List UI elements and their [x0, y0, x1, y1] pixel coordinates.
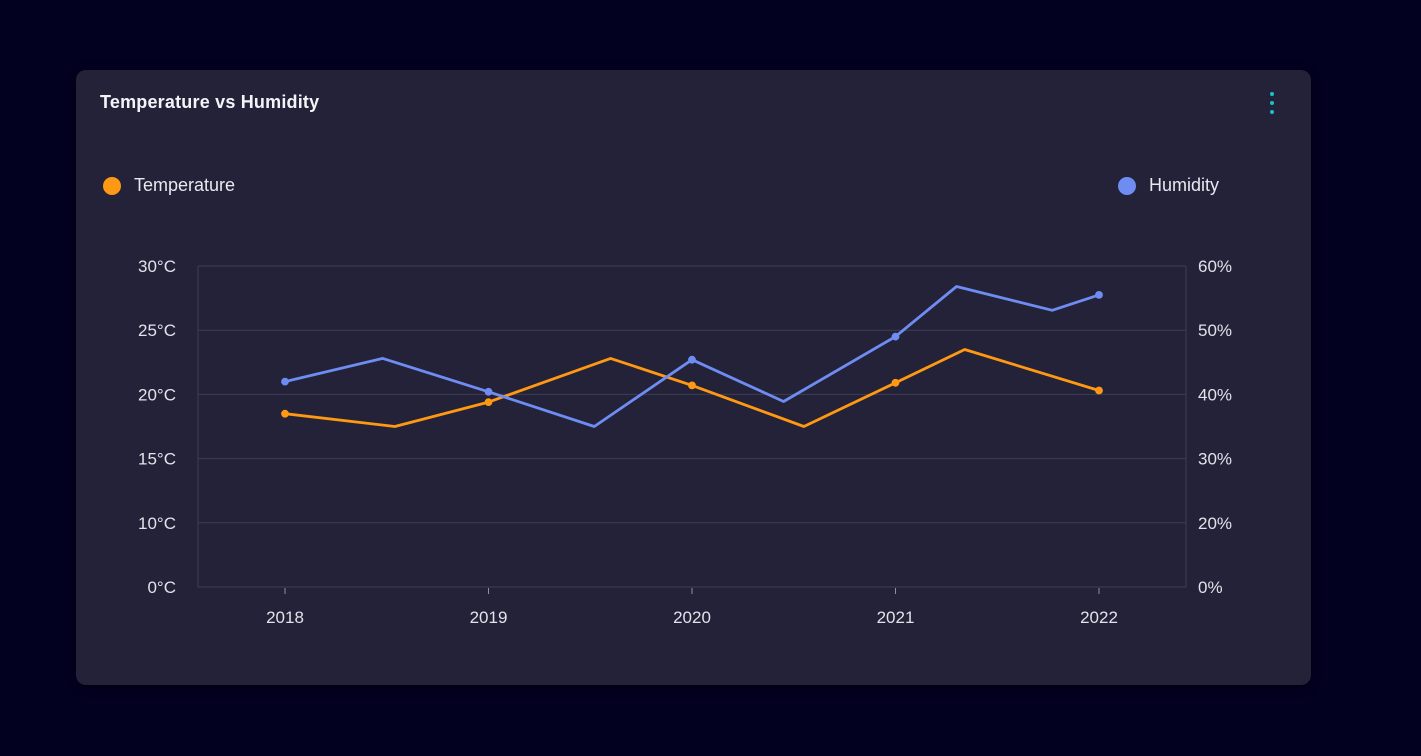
temperature-humidity-chart[interactable]: 0°C 0% 10°C 20% 15°C 30% 20°C 40% 25°C 50% 30°C 60%…	[76, 70, 1311, 685]
y-axis-label-right: 30%	[1198, 450, 1232, 469]
kebab-vertical-icon	[1269, 100, 1275, 106]
humidity-point-2018[interactable]	[281, 377, 289, 386]
y-axis-label-right: 60%	[1198, 257, 1232, 276]
kebab-vertical-icon	[1269, 109, 1275, 115]
kebab-vertical-icon	[1269, 91, 1275, 97]
y-axis-label-left: 0°C	[147, 578, 176, 597]
legend-label: Humidity	[1149, 175, 1220, 195]
temperature-legend-dot-icon	[103, 176, 121, 195]
y-axis-label-left: 25°C	[138, 321, 176, 340]
x-axis-label: 2021	[877, 608, 915, 627]
x-axis-label: 2022	[1080, 608, 1118, 627]
y-axis-label-left: 15°C	[138, 450, 176, 469]
y-axis-label-right: 40%	[1198, 385, 1232, 404]
humidity-line	[283, 285, 1101, 428]
legend-item-humidity[interactable]: Humidity	[1118, 175, 1219, 196]
legend-label: Temperature	[134, 175, 236, 195]
y-axis-label-right: 20%	[1198, 514, 1232, 533]
y-axis-label-right: 0%	[1198, 578, 1223, 597]
temperature-point-2019[interactable]	[484, 398, 493, 406]
chart-title: Temperature vs Humidity	[100, 92, 320, 112]
y-axis-label-left: 10°C	[138, 514, 176, 533]
humidity-point-2021[interactable]	[891, 332, 900, 341]
humidity-point-2019[interactable]	[484, 387, 493, 396]
y-axis-label-left: 30°C	[138, 257, 176, 276]
x-axis-label: 2020	[673, 608, 711, 627]
humidity-point-2022[interactable]	[1095, 291, 1103, 299]
x-axis-label: 2019	[470, 608, 508, 627]
y-axis-label-left: 20°C	[138, 385, 176, 404]
x-axis-label: 2018	[266, 608, 304, 627]
chart-card: Temperature vs Humidity Temperature Humi…	[76, 70, 1311, 685]
y-axis-label-right: 50%	[1198, 321, 1232, 340]
humidity-point-2020[interactable]	[688, 355, 696, 364]
kebab-menu-button[interactable]	[1261, 90, 1283, 116]
temperature-point-2020[interactable]	[688, 381, 696, 390]
temperature-point-2022[interactable]	[1095, 386, 1103, 395]
humidity-legend-dot-icon	[1118, 176, 1136, 195]
temperature-point-2021[interactable]	[891, 378, 900, 387]
legend-item-temperature[interactable]: Temperature	[103, 175, 235, 196]
temperature-point-2018[interactable]	[281, 409, 289, 418]
